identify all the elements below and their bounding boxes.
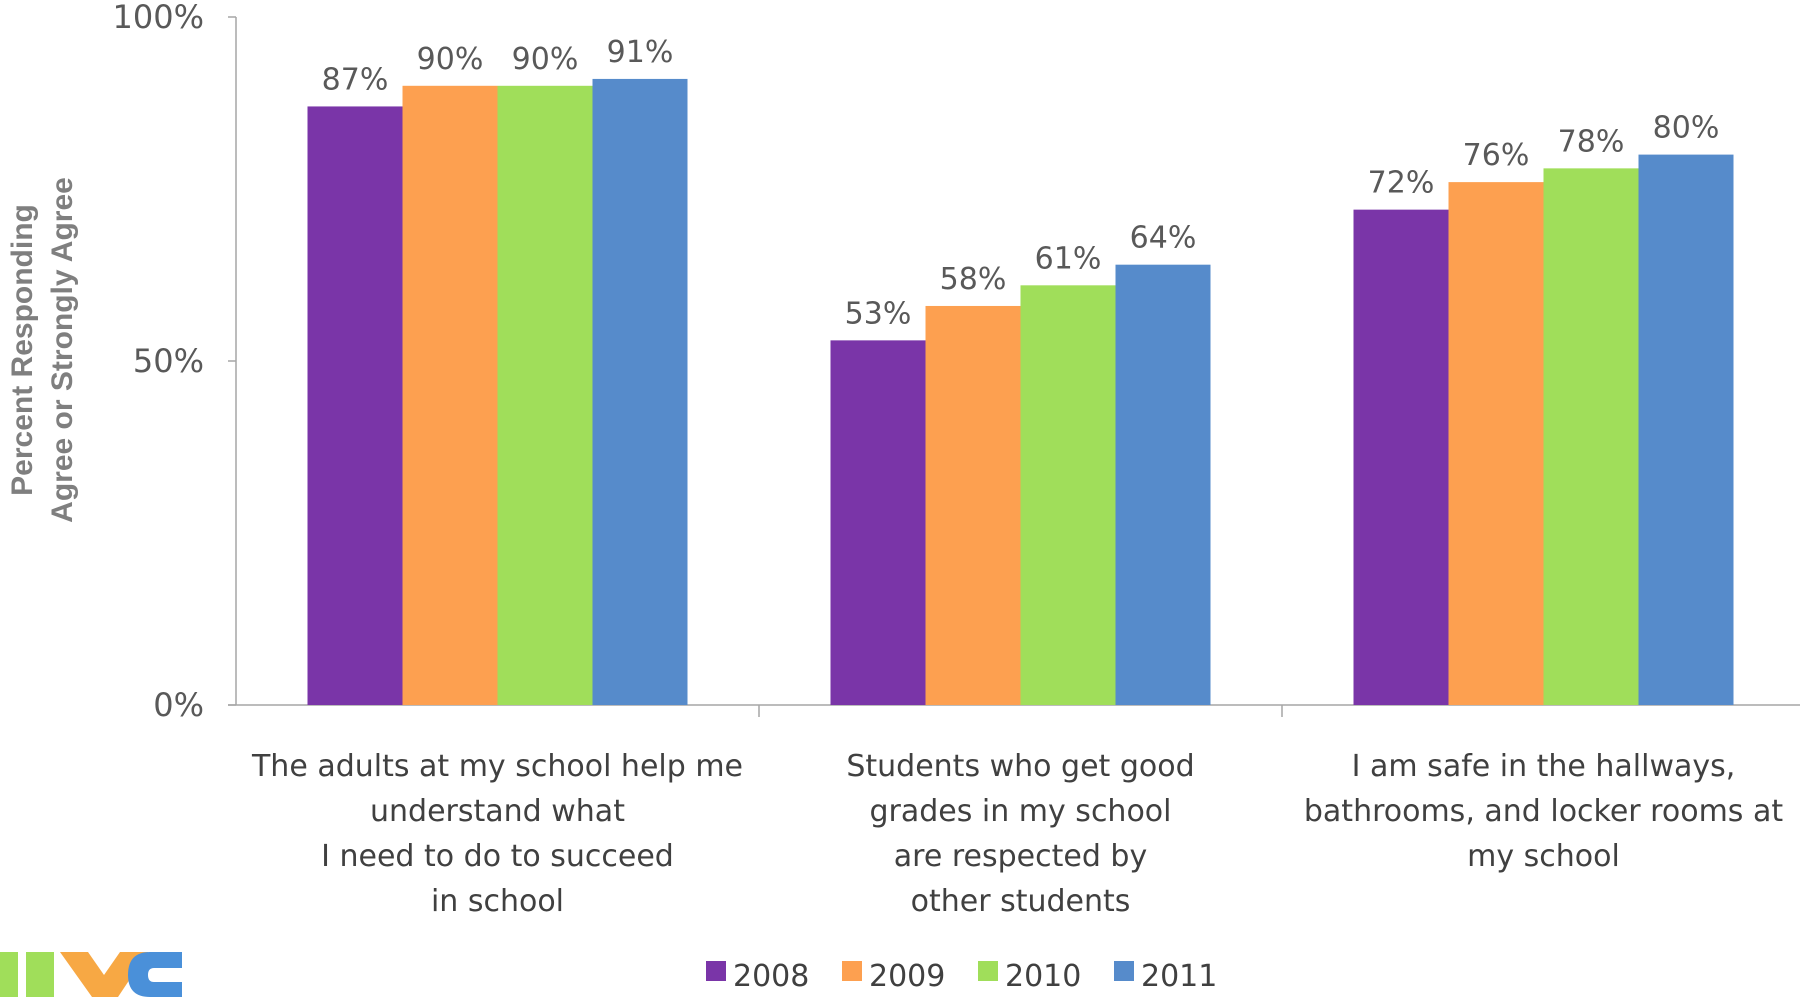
- nyc-logo-icon: [0, 952, 182, 997]
- data-label: 53%: [845, 296, 912, 331]
- bar-2008-2[interactable]: [1353, 209, 1449, 705]
- category-labels: The adults at my school help me understan…: [251, 749, 1783, 919]
- data-labels: 87% 53% 72% 90% 58% 76% 90% 61% 78% 91% 64% 80%: [322, 35, 1720, 331]
- category-label-line: I need to do to succeed: [321, 839, 674, 874]
- category-label-line: The adults at my school help me: [251, 749, 743, 784]
- category-label-line: grades in my school: [869, 794, 1171, 829]
- data-label: 90%: [512, 42, 579, 77]
- data-label: 80%: [1653, 111, 1720, 146]
- category-label-line: understand what: [370, 794, 625, 829]
- data-label: 90%: [417, 42, 484, 77]
- data-label: 61%: [1035, 241, 1102, 276]
- data-label: 78%: [1558, 124, 1625, 159]
- legend-label-2011[interactable]: 2011: [1141, 959, 1217, 994]
- category-label-line: I am safe in the hallways,: [1352, 749, 1736, 784]
- y-tick-label: 100%: [113, 0, 204, 36]
- category-label: Students who get good grades in my school…: [846, 749, 1194, 919]
- y-axis-label-line: Percent Responding: [6, 204, 39, 496]
- legend-label-2009[interactable]: 2009: [869, 959, 945, 994]
- bars: [307, 78, 1734, 706]
- data-label: 72%: [1368, 166, 1435, 201]
- bar-2010-2[interactable]: [1543, 168, 1639, 706]
- data-label: 64%: [1130, 221, 1197, 256]
- legend-swatch-2010[interactable]: [978, 961, 998, 981]
- y-axis-label-line: Agree or Strongly Agree: [46, 177, 79, 523]
- legend-label-2010[interactable]: 2010: [1005, 959, 1081, 994]
- data-label: 91%: [607, 35, 674, 70]
- category-label-line: bathrooms, and locker rooms at: [1304, 794, 1783, 829]
- legend-label-2008[interactable]: 2008: [733, 959, 809, 994]
- category-label-line: are respected by: [894, 839, 1147, 874]
- category-label-line: other students: [911, 884, 1131, 919]
- bar-2009-2[interactable]: [1448, 182, 1544, 705]
- data-label: 58%: [940, 262, 1007, 297]
- bar-2009-1[interactable]: [925, 305, 1021, 705]
- bar-2010-0[interactable]: [497, 85, 593, 706]
- bar-2011-1[interactable]: [1115, 264, 1211, 705]
- legend-swatch-2009[interactable]: [842, 961, 862, 981]
- bar-2008-1[interactable]: [830, 340, 926, 705]
- y-tick-label: 50%: [133, 342, 204, 380]
- category-label: The adults at my school help me understan…: [251, 749, 743, 919]
- legend[interactable]: 2008 2009 2010 2011: [706, 959, 1217, 994]
- bar-2008-0[interactable]: [307, 106, 403, 705]
- category-label-line: in school: [431, 884, 564, 919]
- y-axis-label: Percent Responding Agree or Strongly Agre…: [6, 177, 79, 523]
- legend-swatch-2011[interactable]: [1114, 961, 1134, 981]
- legend-swatch-2008[interactable]: [706, 961, 726, 981]
- category-label: I am safe in the hallways, bathrooms, and…: [1304, 749, 1783, 874]
- data-label: 87%: [322, 62, 389, 97]
- category-label-line: Students who get good: [846, 749, 1194, 784]
- bar-2009-0[interactable]: [402, 85, 498, 706]
- category-label-line: my school: [1467, 839, 1620, 874]
- axes: 0% 50% 100% Percent Responding Agree or Stro…: [6, 0, 1800, 724]
- data-label: 76%: [1463, 138, 1530, 173]
- bar-2011-2[interactable]: [1638, 154, 1734, 706]
- bar-2011-0[interactable]: [592, 78, 688, 706]
- y-tick-label: 0%: [153, 686, 204, 724]
- bar-2010-1[interactable]: [1020, 285, 1116, 705]
